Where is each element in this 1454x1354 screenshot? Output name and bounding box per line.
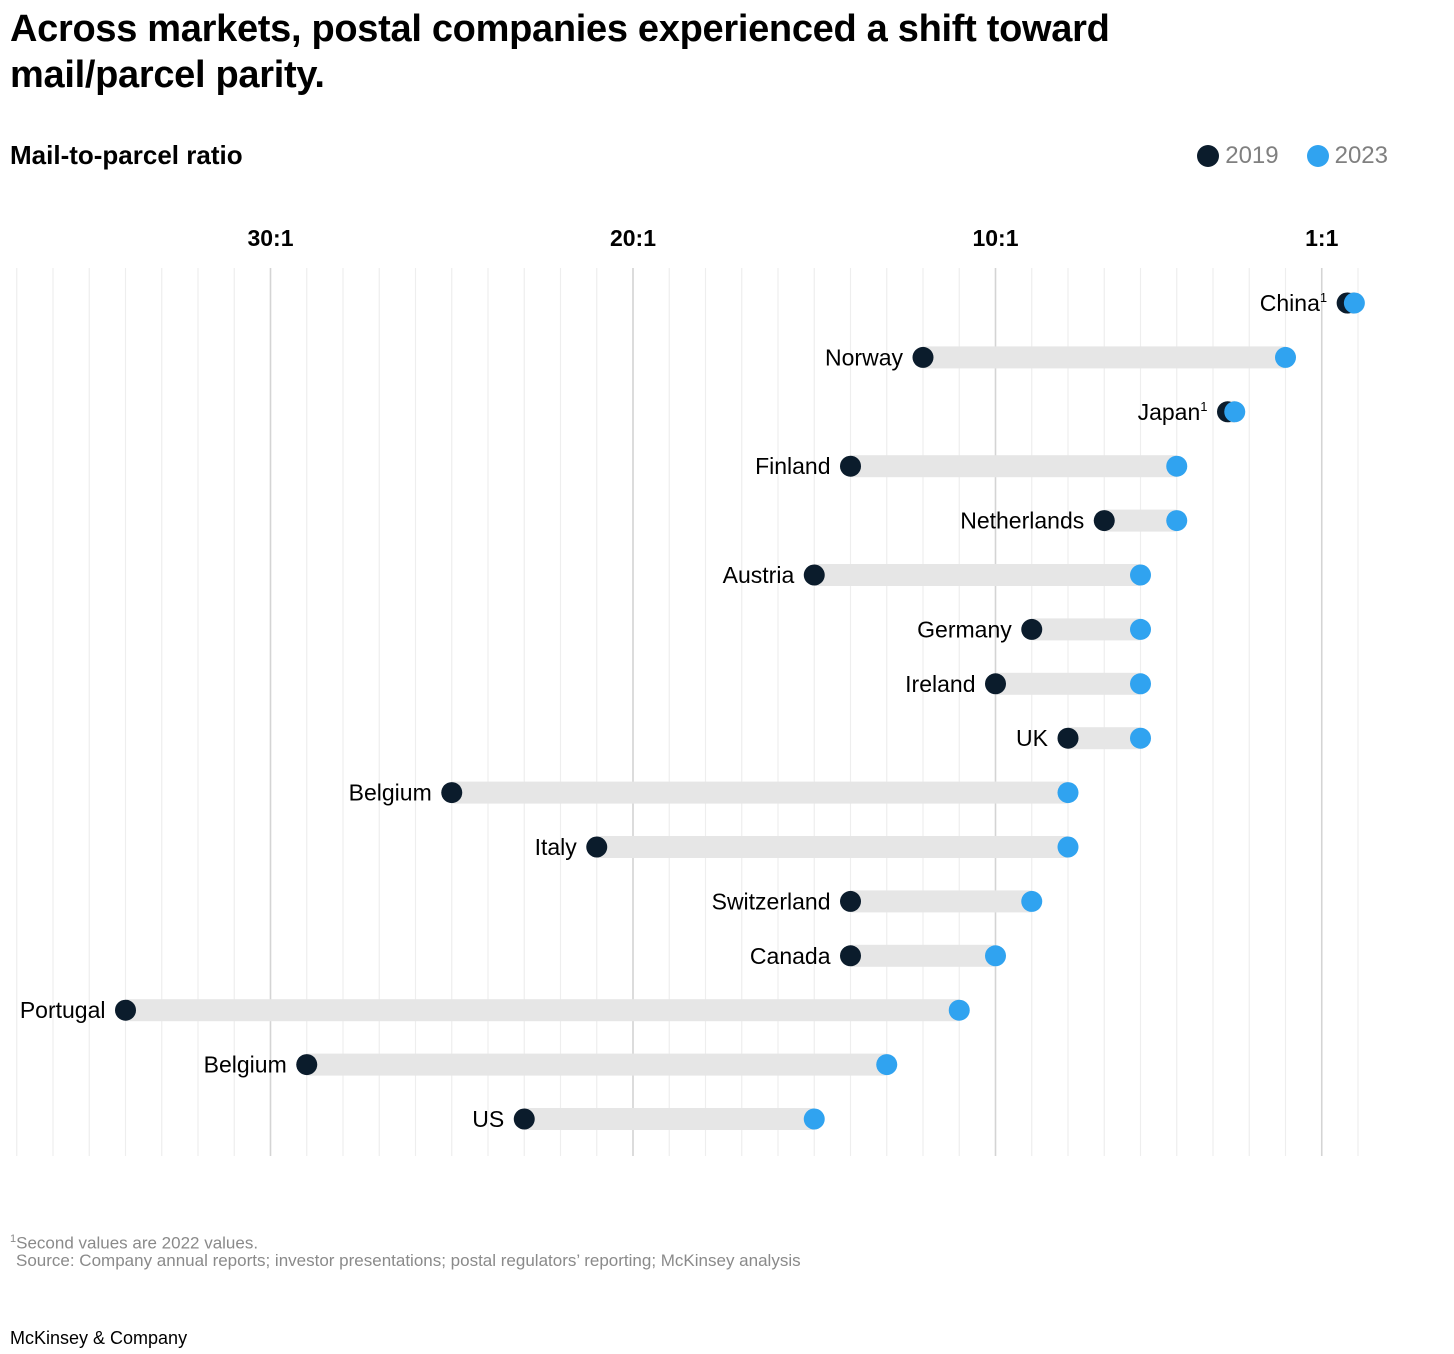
dot-2023 [1130,618,1151,640]
dumbbell-chart: 30:1 20:1 10:1 1:1China1NorwayJapan1Finland… [16,225,1365,1156]
dot-2019 [513,1108,535,1130]
dot-2023 [1166,455,1188,477]
legend-item-2019: 2019 [1197,142,1279,170]
range-bar [306,1053,887,1076]
row-label: Austria [723,562,795,588]
row-label-text: Austria [723,562,795,588]
dot-2023 [1130,564,1151,586]
range-bar [596,836,1068,858]
dot-2023 [803,1108,825,1130]
dot-2019 [840,945,861,967]
dot-2023 [1130,673,1151,695]
dot-2019 [912,346,934,368]
dot-2019 [803,564,825,586]
brand-logo-text: McKinsey & Company [10,1328,188,1348]
row-label-text: China [1260,290,1320,316]
row-label: Portugal [20,997,106,1023]
row-label: Ireland [905,671,975,697]
dot-2019 [1021,618,1043,640]
dot-2019 [985,673,1006,695]
row-label: Italy [535,834,578,860]
row-label: China1 [1260,290,1327,316]
row-label-text: Netherlands [960,508,1084,534]
legend-dot-2023 [1306,145,1329,167]
range-bar [995,672,1141,695]
range-bar [1031,618,1141,641]
range-bar [125,999,960,1022]
legend: 2019 2023 [1169,142,1388,170]
range-bar [1068,727,1141,750]
x-tick-label: 10:1 [972,225,1018,251]
x-tick-label: 30:1 [247,225,293,251]
row-label: Germany [917,616,1012,642]
row-label: US [472,1106,504,1132]
dot-2023 [1057,782,1079,804]
row-label-text: US [472,1106,504,1132]
dot-2023 [1275,346,1296,368]
row-label: Finland [755,453,830,479]
row-label: Canada [750,943,831,969]
x-tick-label: 1:1 [1305,225,1338,251]
range-bar [850,455,1177,478]
dot-2023 [948,999,970,1021]
dot-2023 [1224,401,1246,423]
row-label: Switzerland [712,888,831,914]
row-label: Japan1 [1138,399,1208,425]
dot-2019 [1093,510,1115,532]
row-label: Norway [825,344,903,370]
footnote: 1Second values are 2022 values. [10,1228,258,1255]
dot-2019 [1057,727,1079,749]
row-label: Belgium [204,1052,287,1078]
range-bar [524,1108,815,1130]
chart-subtitle: Mail-to-parcel ratio [10,140,243,170]
row-label-text: Italy [535,834,578,860]
dot-2023 [1130,727,1151,749]
range-bar [850,944,996,967]
dot-2019 [840,890,861,912]
row-label: Netherlands [960,508,1084,534]
x-tick-label: 20:1 [610,225,656,251]
row-label-text: Switzerland [712,888,831,914]
legend-item-2023: 2023 [1306,142,1388,170]
row-label-text: Norway [825,344,903,370]
legend-dot-2019 [1197,145,1220,167]
row-label-footnote-marker: 1 [1320,290,1327,305]
row-label-text: Finland [755,453,830,479]
range-bar [814,564,1141,586]
dot-2019 [840,455,861,477]
dot-2019 [296,1054,318,1076]
dot-2023 [1021,890,1043,912]
legend-label-2023: 2023 [1334,142,1388,169]
row-label-text: Ireland [905,671,975,697]
dot-2023 [1166,510,1188,532]
range-bar [850,890,1032,913]
row-label-text: UK [1016,725,1049,751]
chart-title: Across markets, postal companies experie… [10,8,1110,96]
legend-label-2019: 2019 [1225,142,1279,169]
range-bar [451,781,1068,804]
range-bar [923,346,1286,369]
dot-2019 [586,836,608,858]
dot-2023 [1343,292,1365,314]
row-label-text: Portugal [20,997,106,1023]
row-label-text: Japan [1138,399,1201,425]
row-label-text: Belgium [349,780,432,806]
row-label: UK [1016,725,1049,751]
row-label-text: Germany [917,616,1012,642]
dot-2019 [441,782,463,804]
footnote-marker: 1 [10,1233,17,1245]
dot-2023 [985,945,1006,967]
row-label-footnote-marker: 1 [1200,399,1207,414]
row-label-text: Canada [750,943,831,969]
row-label-text: Belgium [204,1052,287,1078]
dot-2019 [115,999,136,1021]
row-label: Belgium [349,780,432,806]
dot-2023 [876,1054,898,1076]
dot-2023 [1057,836,1079,858]
range-bar [1104,509,1177,532]
footnote-text: Second values are 2022 values. [16,1233,259,1253]
source-note: Source: Company annual reports; investor… [16,1251,801,1270]
